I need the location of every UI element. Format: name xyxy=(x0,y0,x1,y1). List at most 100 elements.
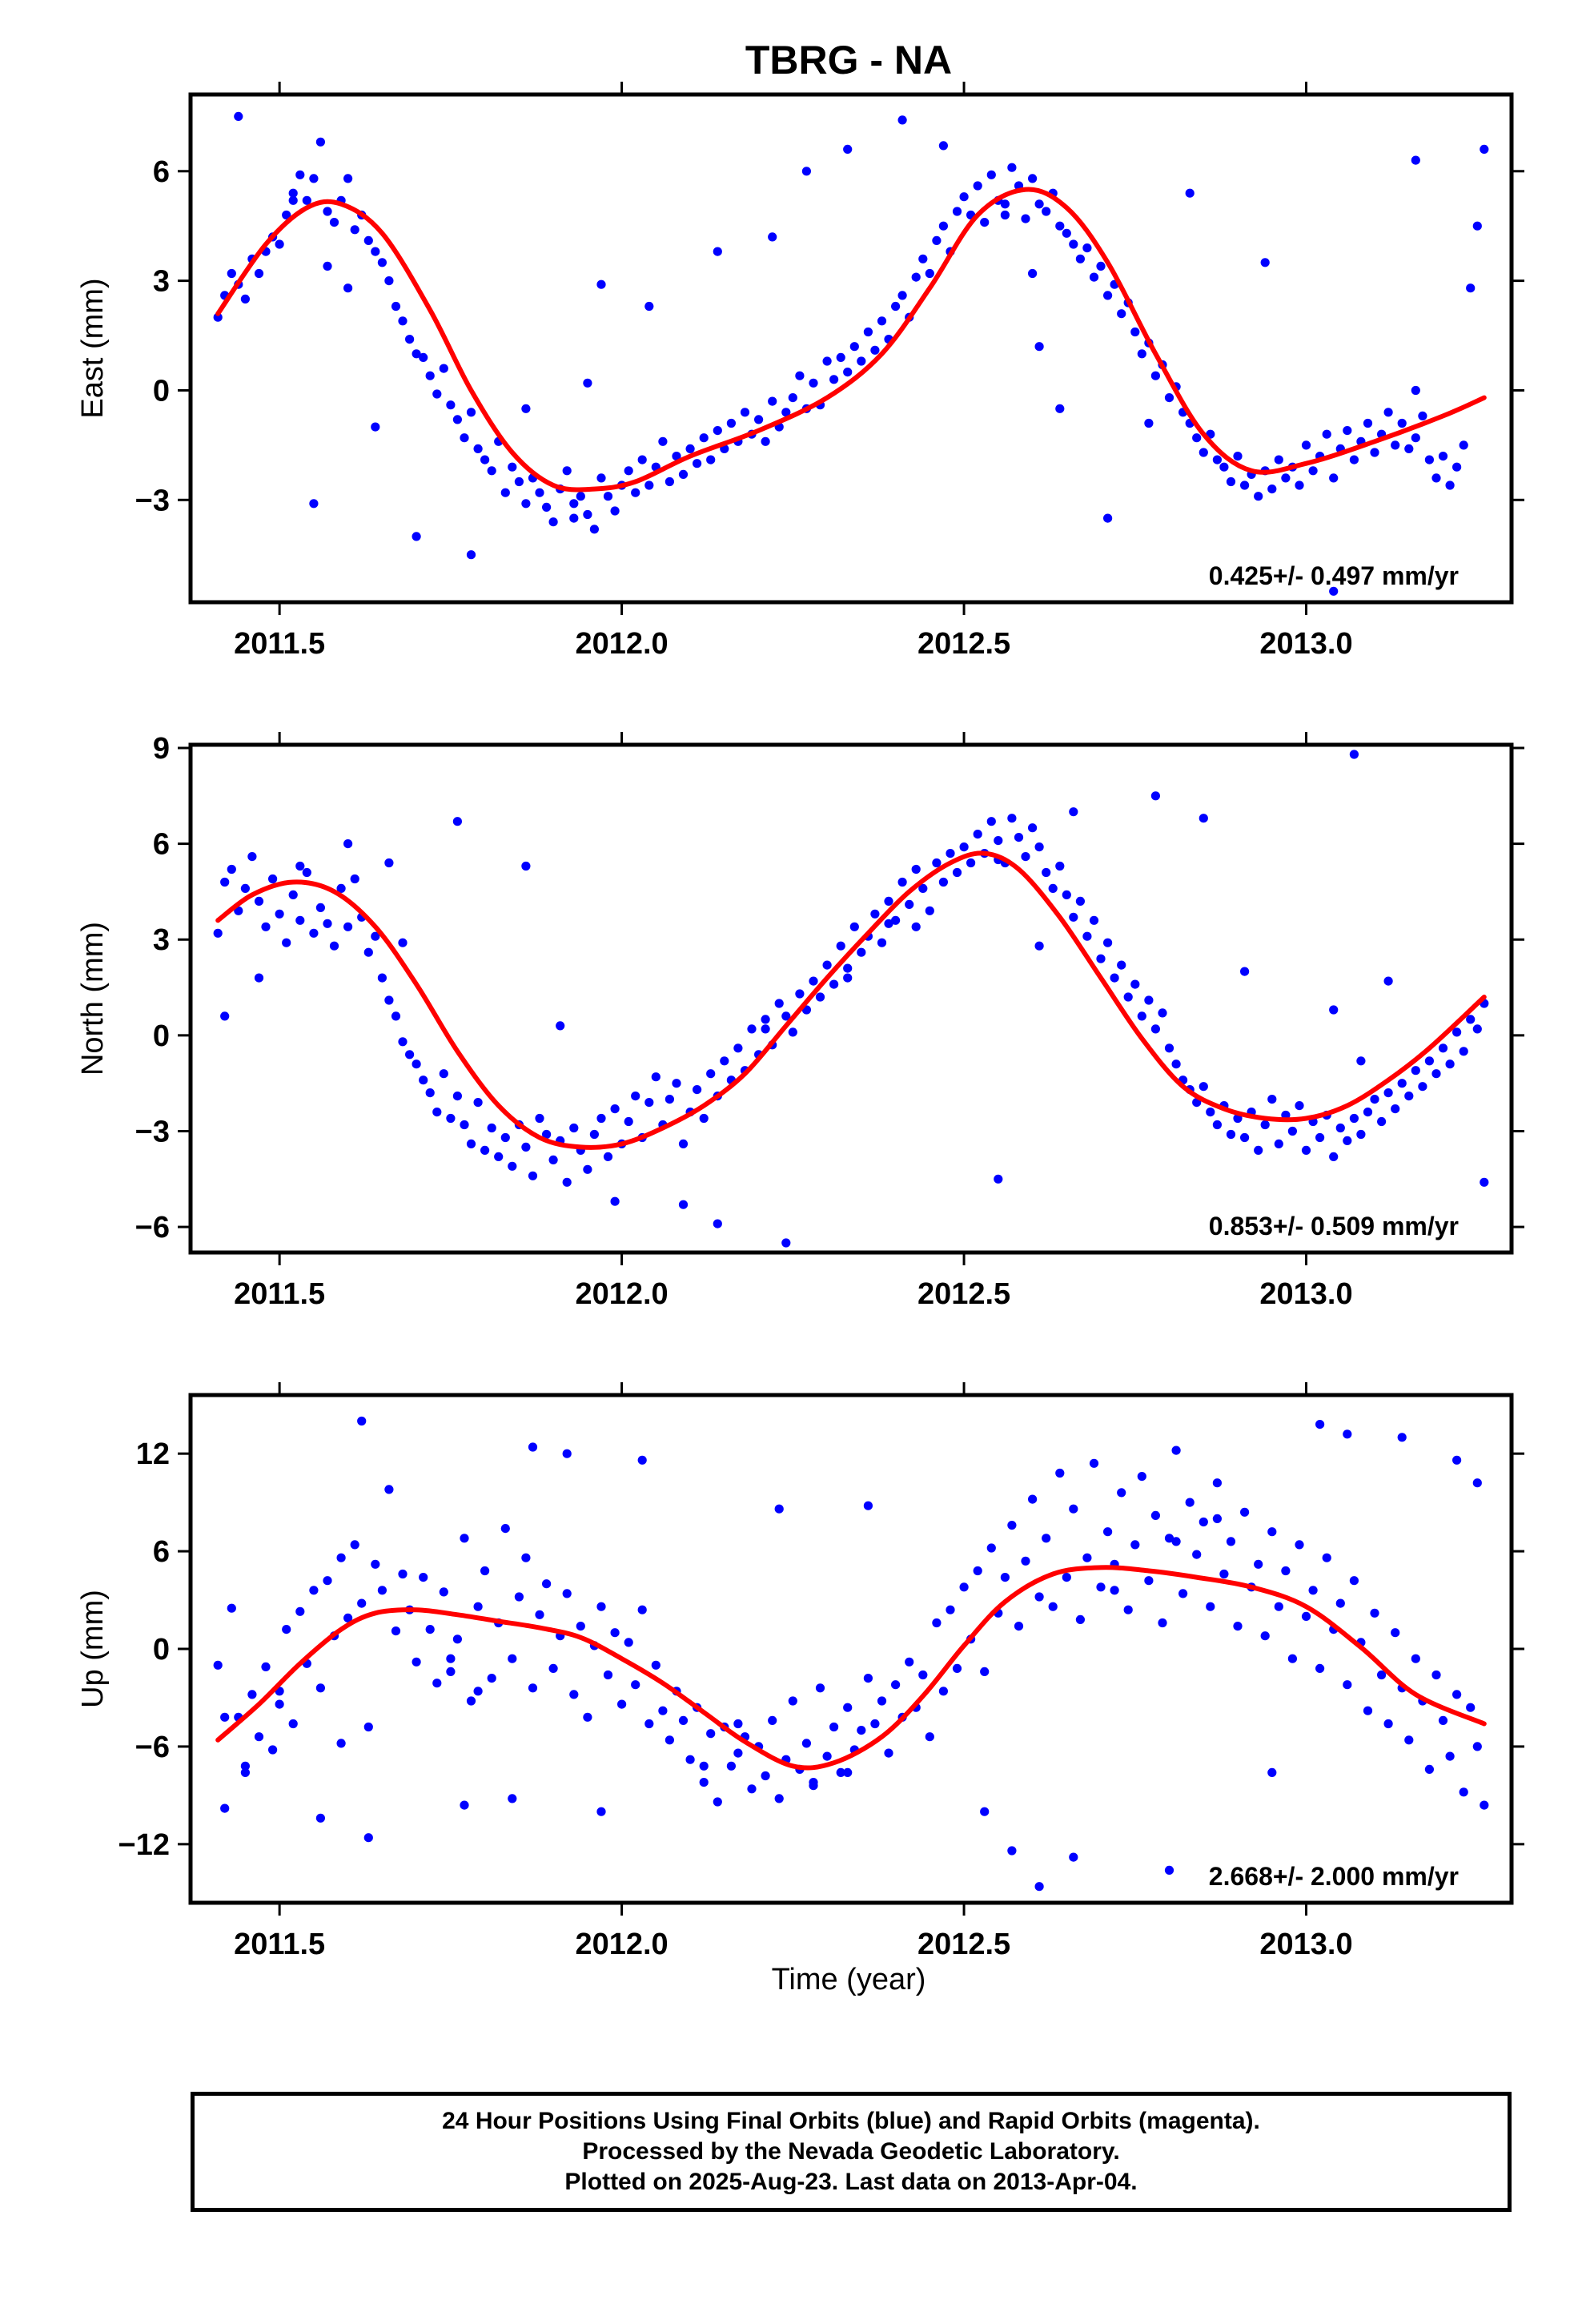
east-data-point xyxy=(713,247,722,256)
up-data-point xyxy=(1014,1622,1024,1631)
east-data-point xyxy=(275,239,284,249)
up-data-point xyxy=(371,1559,380,1569)
north-data-point xyxy=(323,919,332,928)
up-data-point xyxy=(1028,1494,1038,1504)
north-data-point xyxy=(1048,883,1058,893)
north-data-point xyxy=(699,1113,709,1124)
up-data-point xyxy=(857,1726,866,1735)
north-data-point xyxy=(781,1011,791,1021)
north-data-point xyxy=(535,1113,544,1124)
up-data-point xyxy=(1254,1559,1263,1569)
north-points xyxy=(213,750,1489,1248)
north-data-point xyxy=(1424,1056,1434,1066)
east-x-tick-label: 2012.0 xyxy=(575,627,668,661)
east-data-point xyxy=(624,466,633,476)
east-data-point xyxy=(350,225,359,235)
east-data-point xyxy=(726,418,737,428)
east-data-point xyxy=(302,195,311,205)
up-data-point xyxy=(336,1739,346,1748)
north-data-point xyxy=(398,938,408,947)
north-data-point xyxy=(405,1050,415,1059)
north-data-point xyxy=(870,909,880,919)
east-data-point xyxy=(1267,485,1277,494)
up-x-tick-label: 2012.5 xyxy=(917,1928,1010,1961)
north-data-point xyxy=(973,830,982,839)
up-data-point xyxy=(959,1582,969,1592)
east-data-point xyxy=(822,356,832,366)
up-data-point xyxy=(1452,1455,1462,1465)
north-data-point xyxy=(966,858,976,868)
east-data-point xyxy=(740,408,750,417)
east-data-point xyxy=(500,488,510,497)
north-data-point xyxy=(343,922,353,931)
up-y-tick-label: 6 xyxy=(153,1535,170,1569)
up-data-point xyxy=(1089,1458,1099,1468)
up-data-point xyxy=(637,1605,647,1614)
north-data-point xyxy=(1144,995,1154,1005)
east-data-point xyxy=(672,452,681,461)
north-data-point xyxy=(1069,807,1078,817)
up-data-point xyxy=(986,1543,996,1553)
up-data-point xyxy=(309,1586,319,1595)
east-data-point xyxy=(432,389,442,399)
east-data-point xyxy=(466,550,476,560)
east-data-point xyxy=(487,466,496,476)
up-data-point xyxy=(1411,1654,1420,1663)
up-data-point xyxy=(1424,1764,1434,1774)
north-data-point xyxy=(1171,1059,1181,1069)
north-data-point xyxy=(446,1113,456,1124)
up-data-point xyxy=(569,1690,579,1699)
up-x-tick-label: 2011.5 xyxy=(234,1928,325,1961)
east-data-point xyxy=(911,272,921,282)
east-data-point xyxy=(713,426,722,436)
north-data-point xyxy=(1397,1079,1407,1088)
north-data-point xyxy=(254,973,264,983)
up-data-point xyxy=(542,1579,552,1589)
east-data-point xyxy=(897,291,907,300)
east-data-point xyxy=(1028,268,1038,279)
north-data-point xyxy=(905,899,914,909)
up-data-point xyxy=(1069,1504,1078,1514)
north-data-point xyxy=(466,1139,476,1148)
north-data-point xyxy=(521,1142,531,1152)
east-data-point xyxy=(363,235,373,245)
east-data-point xyxy=(932,235,942,245)
x-axis-label: Time (year) xyxy=(772,1963,926,1996)
north-data-point xyxy=(1349,750,1359,759)
east-data-point xyxy=(761,436,770,446)
east-data-point xyxy=(1062,228,1071,238)
north-data-point xyxy=(432,1108,442,1117)
north-y-tick-label: 6 xyxy=(153,828,170,862)
east-data-point xyxy=(1445,480,1455,490)
up-data-point xyxy=(1034,1592,1044,1602)
north-data-point xyxy=(220,877,230,887)
up-data-point xyxy=(500,1524,510,1534)
north-data-point xyxy=(309,928,319,938)
east-fit-curve xyxy=(215,187,1487,493)
up-data-point xyxy=(295,1606,305,1616)
east-data-point xyxy=(959,192,969,202)
up-data-point xyxy=(391,1626,401,1636)
north-data-point xyxy=(815,992,825,1002)
east-data-point xyxy=(768,396,777,406)
up-data-point xyxy=(452,1634,463,1644)
north-data-point xyxy=(398,1037,408,1047)
footer-line-3: Plotted on 2025-Aug-23. Last data on 201… xyxy=(564,2169,1138,2195)
footer-box: 24 Hour Positions Using Final Orbits (bl… xyxy=(191,2092,1512,2212)
east-data-point xyxy=(870,345,880,355)
north-data-point xyxy=(473,1098,483,1108)
up-data-point xyxy=(843,1703,853,1712)
east-data-point xyxy=(631,488,640,497)
east-data-point xyxy=(234,111,243,121)
east-data-point xyxy=(1295,480,1304,490)
east-data-point xyxy=(706,455,716,464)
up-data-point xyxy=(603,1670,613,1680)
up-data-point xyxy=(1370,1608,1379,1618)
east-y-tick-label: 0 xyxy=(153,374,170,408)
east-data-point xyxy=(1472,221,1482,231)
up-data-point xyxy=(240,1767,250,1777)
up-data-point xyxy=(514,1592,524,1602)
east-data-point xyxy=(596,473,606,483)
up-data-point xyxy=(1199,1517,1208,1527)
